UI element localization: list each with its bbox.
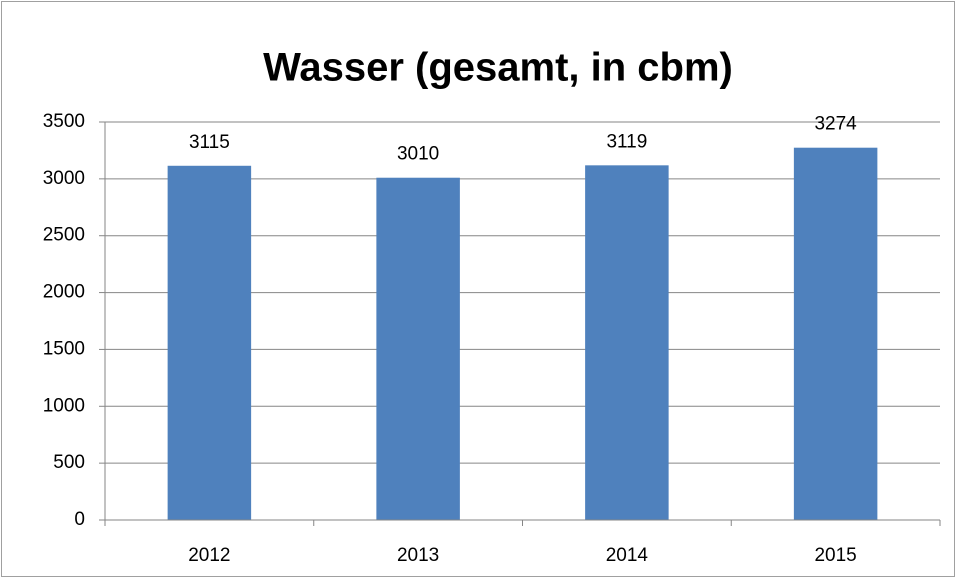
x-tick-label: 2013 (397, 545, 439, 566)
y-tick-label: 1000 (43, 395, 85, 416)
data-label: 3274 (814, 114, 857, 135)
data-label: 3119 (606, 131, 647, 152)
y-tick-label: 2000 (43, 282, 85, 303)
y-tick-label: 500 (53, 452, 85, 473)
y-tick-label: 3500 (43, 111, 85, 132)
y-tick-label: 1500 (43, 338, 85, 359)
data-label: 3115 (189, 132, 230, 153)
bar (585, 165, 669, 521)
bar (167, 165, 252, 520)
bar (376, 177, 460, 520)
bar (793, 147, 878, 520)
chart-title: Wasser (gesamt, in cbm) (263, 46, 733, 90)
x-tick-label: 2012 (188, 545, 230, 566)
y-tick-label: 3000 (43, 168, 85, 189)
x-tick-label: 2015 (814, 545, 856, 566)
x-tick-label: 2014 (606, 545, 649, 566)
y-tick-label: 0 (74, 509, 85, 530)
data-label: 3010 (397, 144, 439, 165)
y-tick-label: 2500 (43, 225, 85, 246)
